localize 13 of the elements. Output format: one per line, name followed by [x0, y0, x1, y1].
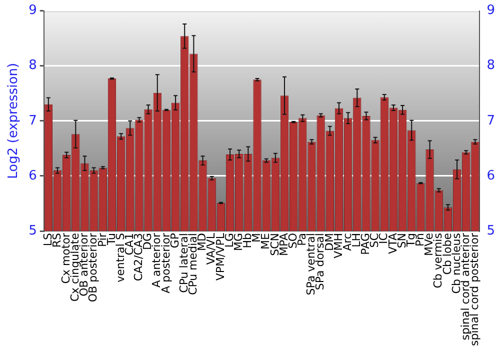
x-tick-label: A posterior [159, 232, 172, 294]
y2-tick-label: 6 [486, 168, 496, 184]
x-tick-label: spinal cord posterior [468, 232, 482, 346]
y-tick-label: 6 [28, 168, 37, 184]
y-tick-label: 9 [28, 3, 37, 18]
y2-tick-label: 8 [486, 58, 496, 74]
y-tick-label: 7 [28, 113, 37, 128]
y2-tick-label: 7 [486, 113, 496, 128]
y-tick-label: 8 [28, 58, 37, 74]
y-axis-title: Log2 (expression) [6, 62, 22, 179]
y2-tick-label: 9 [486, 3, 496, 18]
y2-tick-label: 5 [486, 223, 496, 238]
y-tick-label: 5 [28, 223, 37, 238]
